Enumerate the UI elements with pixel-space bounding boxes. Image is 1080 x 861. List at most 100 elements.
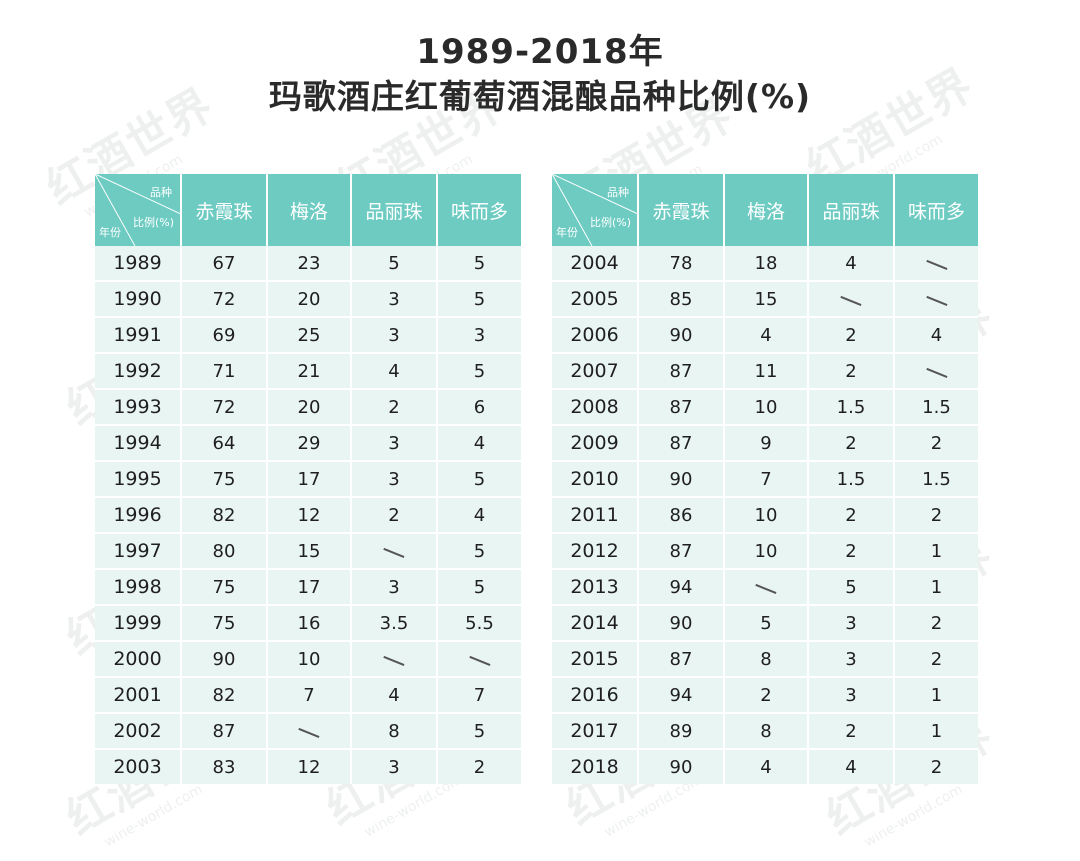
cell-petit-verdot: 5 xyxy=(437,712,521,749)
cell-merlot: 8 xyxy=(724,712,809,749)
cell-year: 2012 xyxy=(552,532,639,569)
dash-mark xyxy=(383,656,405,665)
cell-year: 2007 xyxy=(552,352,639,389)
cell-cabernet-sauvignon: 90 xyxy=(181,640,268,677)
cell-cabernet-sauvignon: 87 xyxy=(638,424,725,461)
cell-merlot: 4 xyxy=(724,316,809,353)
table-row: 2011 86 10 2 2 xyxy=(552,496,978,533)
cell-cabernet-sauvignon: 87 xyxy=(638,388,725,425)
table-row: 2017 89 8 2 1 xyxy=(552,712,978,749)
cell-cabernet-franc: 2 xyxy=(808,352,895,389)
cell-year: 2017 xyxy=(552,712,639,749)
column-header-petit-verdot: 味而多 xyxy=(437,174,521,246)
table-row: 2000 90 10 xyxy=(95,640,521,677)
cell-cabernet-sauvignon: 86 xyxy=(638,496,725,533)
cell-year: 2002 xyxy=(95,712,182,749)
cell-cabernet-franc: 3 xyxy=(808,604,895,641)
cell-cabernet-sauvignon: 72 xyxy=(181,388,268,425)
cell-cabernet-sauvignon: 94 xyxy=(638,568,725,605)
cell-cabernet-sauvignon: 90 xyxy=(638,316,725,353)
table-row: 1989 67 23 5 5 xyxy=(95,246,521,281)
cell-year: 2010 xyxy=(552,460,639,497)
cell-cabernet-franc: 2 xyxy=(808,496,895,533)
cell-cabernet-sauvignon: 85 xyxy=(638,280,725,317)
cell-cabernet-sauvignon: 64 xyxy=(181,424,268,461)
cell-petit-verdot: 5 xyxy=(437,568,521,605)
cell-year: 2009 xyxy=(552,424,639,461)
dash-mark xyxy=(469,656,491,665)
cell-year: 1998 xyxy=(95,568,182,605)
table-row: 2004 78 18 4 xyxy=(552,246,978,281)
cell-cabernet-sauvignon: 83 xyxy=(181,748,268,784)
cell-cabernet-sauvignon: 94 xyxy=(638,676,725,713)
cell-petit-verdot: 2 xyxy=(894,604,978,641)
column-header-cabernet-franc: 品丽珠 xyxy=(351,174,438,246)
table-row: 1997 80 15 5 xyxy=(95,532,521,569)
cell-petit-verdot: 6 xyxy=(437,388,521,425)
page-title-line2: 玛歌酒庄红葡萄酒混酿品种比例(%) xyxy=(268,77,812,116)
cell-petit-verdot: 2 xyxy=(894,748,978,784)
cell-petit-verdot: 2 xyxy=(437,748,521,784)
cell-petit-verdot xyxy=(894,280,978,317)
cell-year: 1995 xyxy=(95,460,182,497)
table-row: 2018 90 4 4 2 xyxy=(552,748,978,784)
cell-cabernet-sauvignon: 75 xyxy=(181,604,268,641)
cell-merlot: 18 xyxy=(724,246,809,281)
cell-cabernet-sauvignon: 87 xyxy=(638,640,725,677)
table-row: 1992 71 21 4 5 xyxy=(95,352,521,389)
table-header-row: 品种 比例(%) 年份 赤霞珠 梅洛 品丽珠 味而多 xyxy=(95,174,521,246)
cell-cabernet-sauvignon: 69 xyxy=(181,316,268,353)
cell-cabernet-franc xyxy=(351,532,438,569)
cell-cabernet-sauvignon: 78 xyxy=(638,246,725,281)
dash-mark xyxy=(840,296,862,305)
cell-cabernet-franc: 1.5 xyxy=(808,388,895,425)
cell-merlot: 7 xyxy=(724,460,809,497)
cell-cabernet-franc: 3 xyxy=(351,568,438,605)
corner-label-year: 年份 xyxy=(556,226,578,239)
table-row: 1994 64 29 3 4 xyxy=(95,424,521,461)
cell-petit-verdot: 1 xyxy=(894,568,978,605)
cell-year: 1994 xyxy=(95,424,182,461)
cell-cabernet-franc: 3 xyxy=(351,316,438,353)
cell-cabernet-franc: 2 xyxy=(808,712,895,749)
cell-cabernet-franc: 3 xyxy=(351,280,438,317)
cell-year: 1989 xyxy=(95,246,182,281)
cell-year: 1992 xyxy=(95,352,182,389)
cell-cabernet-sauvignon: 75 xyxy=(181,460,268,497)
cell-cabernet-sauvignon: 87 xyxy=(181,712,268,749)
cell-year: 2018 xyxy=(552,748,639,784)
cell-petit-verdot: 4 xyxy=(437,496,521,533)
header-corner-cell: 品种 比例(%) 年份 xyxy=(95,174,182,246)
cell-cabernet-sauvignon: 67 xyxy=(181,246,268,281)
cell-cabernet-sauvignon: 90 xyxy=(638,460,725,497)
cell-cabernet-franc: 3 xyxy=(808,676,895,713)
cell-merlot: 10 xyxy=(724,388,809,425)
cell-year: 2005 xyxy=(552,280,639,317)
cell-merlot: 5 xyxy=(724,604,809,641)
cell-cabernet-franc: 3.5 xyxy=(351,604,438,641)
cell-petit-verdot: 5 xyxy=(437,280,521,317)
cell-merlot xyxy=(267,712,352,749)
cell-year: 2015 xyxy=(552,640,639,677)
cell-cabernet-franc: 4 xyxy=(351,676,438,713)
table-row: 2014 90 5 3 2 xyxy=(552,604,978,641)
table-row: 2015 87 8 3 2 xyxy=(552,640,978,677)
cell-petit-verdot: 2 xyxy=(894,424,978,461)
cell-year: 1999 xyxy=(95,604,182,641)
cell-merlot: 20 xyxy=(267,388,352,425)
cell-petit-verdot: 3 xyxy=(437,316,521,353)
cell-cabernet-franc: 2 xyxy=(351,496,438,533)
cell-year: 1991 xyxy=(95,316,182,353)
cell-year: 1996 xyxy=(95,496,182,533)
dash-mark xyxy=(755,584,777,593)
cell-year: 1990 xyxy=(95,280,182,317)
table-row: 2002 87 8 5 xyxy=(95,712,521,749)
cell-petit-verdot: 1.5 xyxy=(894,460,978,497)
table-row: 1996 82 12 2 4 xyxy=(95,496,521,533)
cell-cabernet-franc: 5 xyxy=(351,246,438,281)
cell-merlot: 15 xyxy=(724,280,809,317)
diagonal-lines-icon xyxy=(552,174,638,246)
dash-mark xyxy=(926,260,948,269)
table-row: 1990 72 20 3 5 xyxy=(95,280,521,317)
corner-label-ratio: 比例(%) xyxy=(132,216,174,229)
